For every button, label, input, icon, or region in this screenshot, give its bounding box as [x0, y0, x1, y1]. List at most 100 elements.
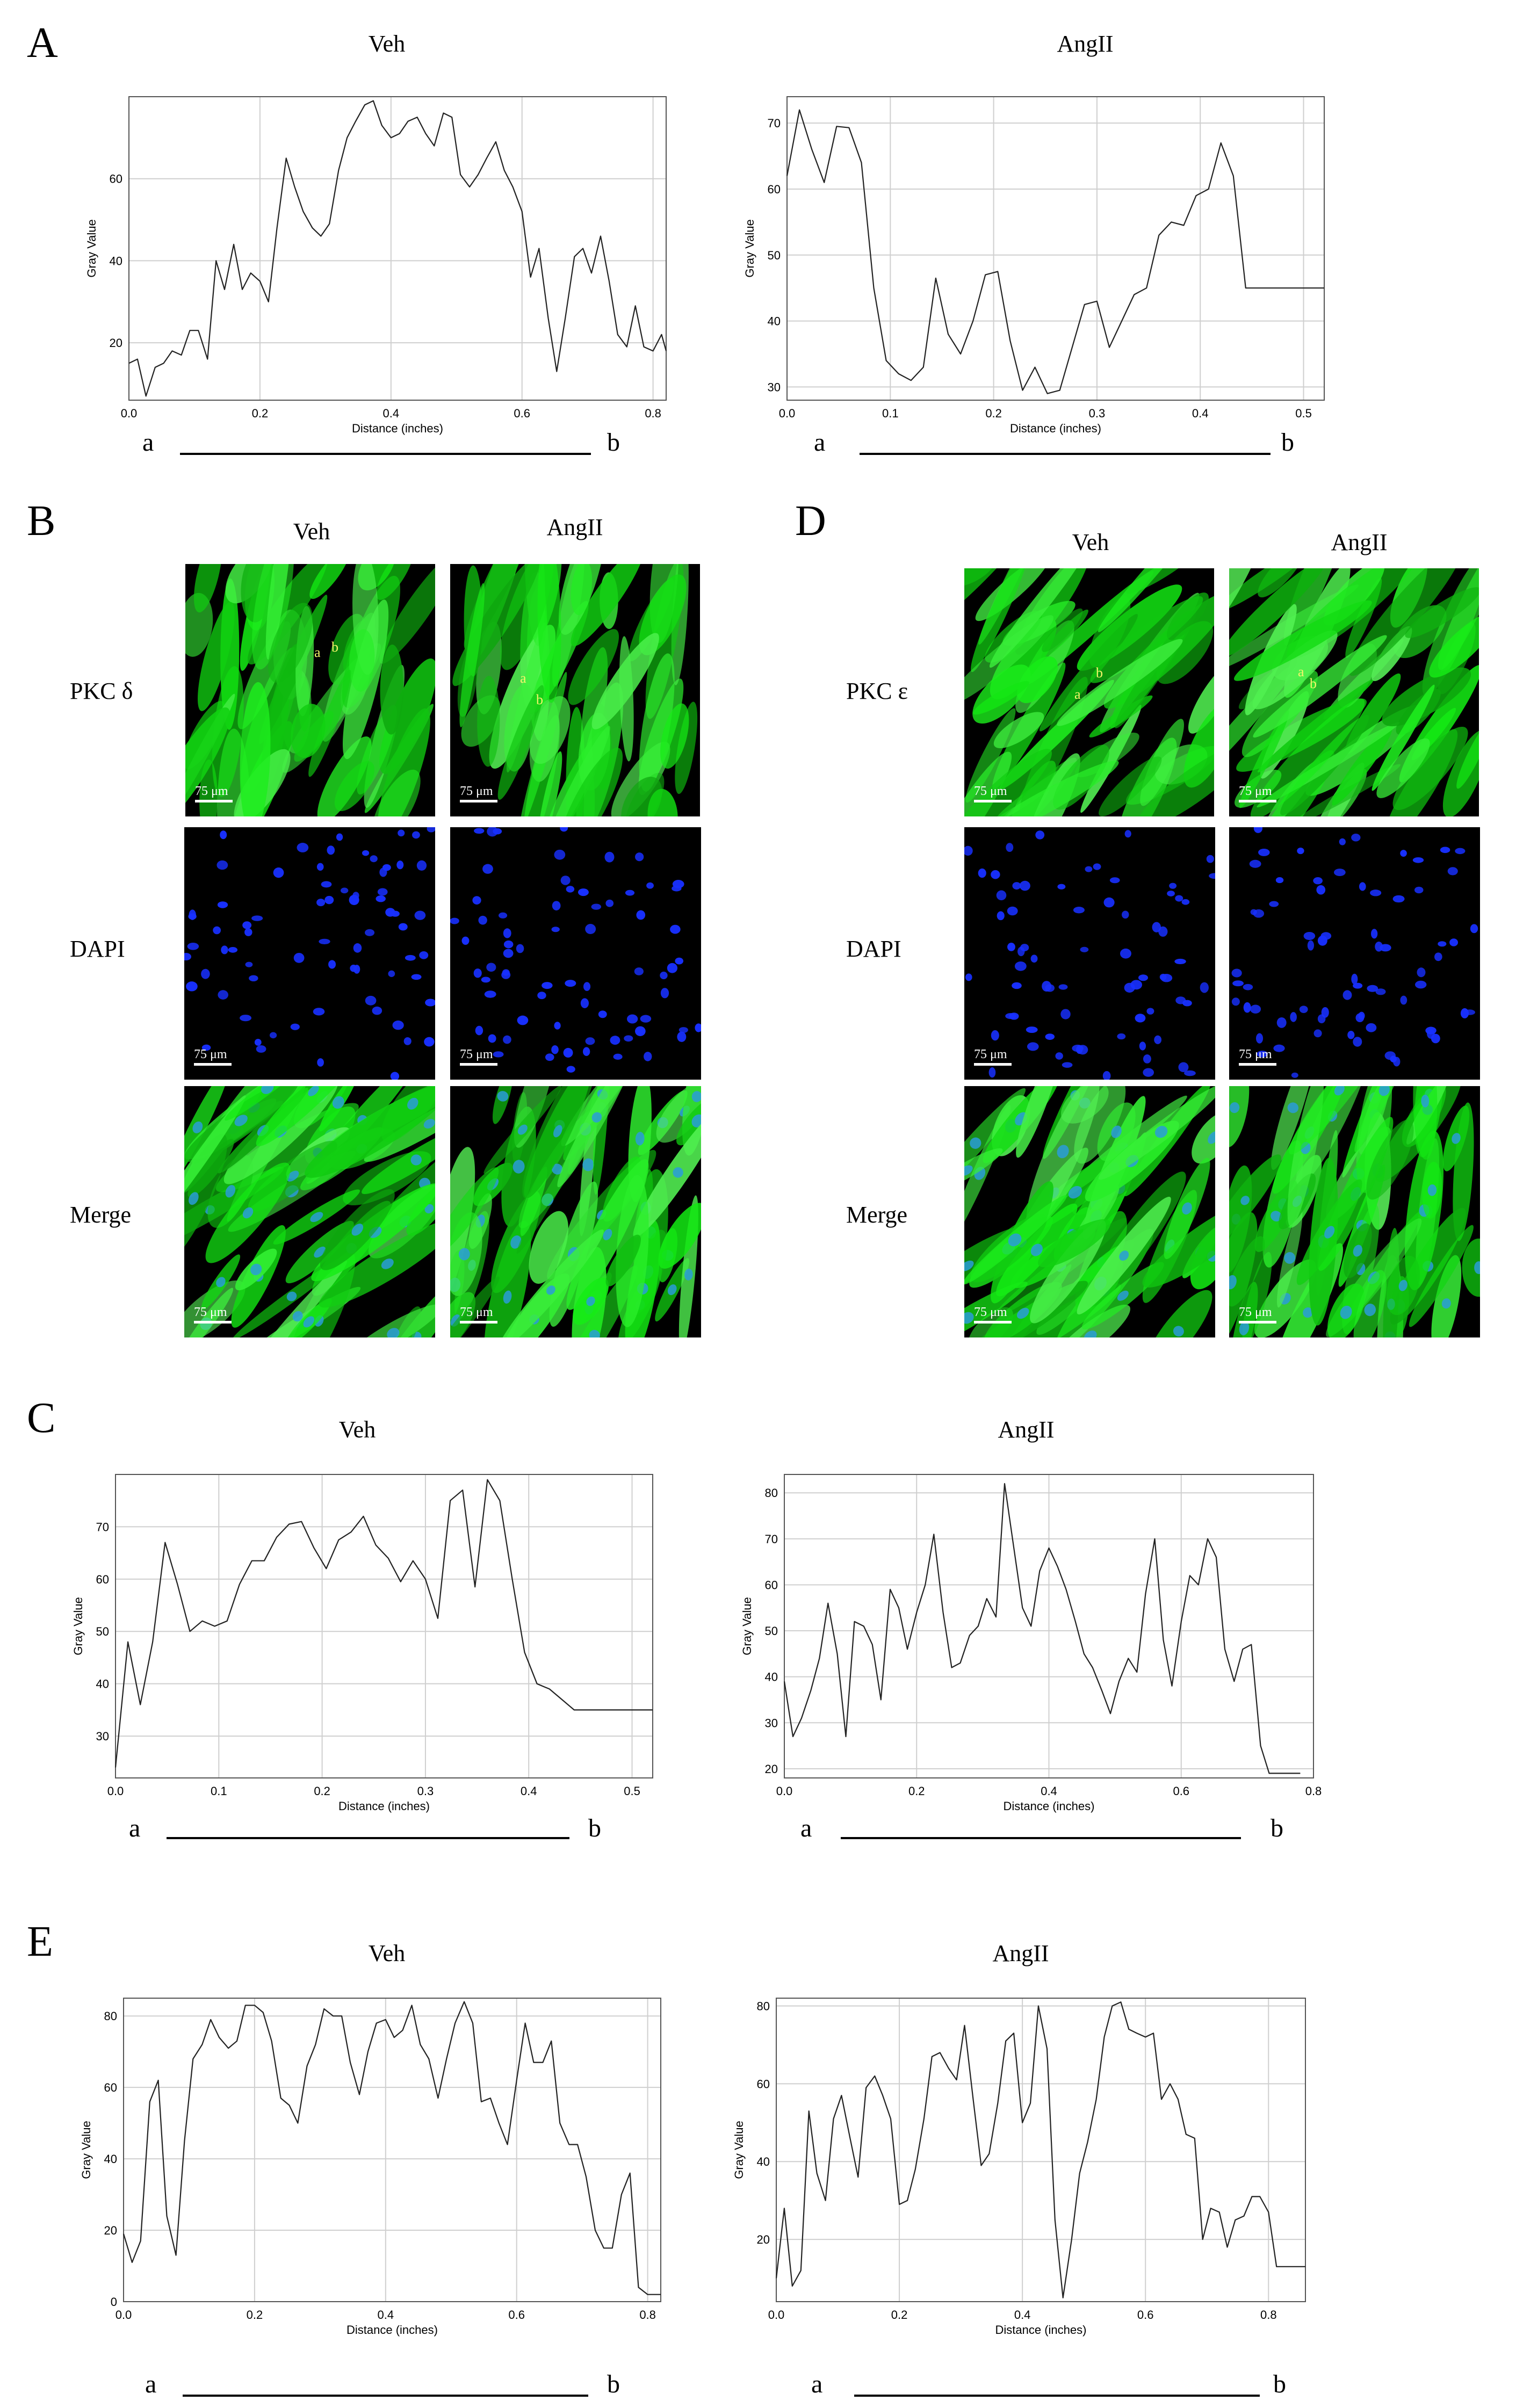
nucleus-shape: [1243, 1002, 1251, 1013]
nucleus-shape: [1452, 1133, 1461, 1144]
nucleus-shape: [1072, 1044, 1084, 1052]
micrograph-texture: [1229, 568, 1479, 816]
nucleus-shape: [250, 1263, 262, 1276]
micrograph-pkc-epsilon-veh: a b 75 μm: [964, 568, 1214, 816]
micrograph-texture: [450, 1086, 701, 1337]
nucleus-shape: [1359, 882, 1366, 891]
cell-shape: [193, 564, 222, 613]
nucleus-shape: [362, 850, 370, 856]
series-line: [128, 100, 667, 397]
line-label-b: b: [1273, 2370, 1286, 2398]
nucleus-shape: [667, 1284, 677, 1296]
y-tick-label: 30: [765, 1716, 778, 1730]
x-tick-label: 0.0: [107, 1784, 124, 1798]
nucleus-shape: [545, 1053, 554, 1061]
nucleus-shape: [340, 887, 349, 894]
nucleus-shape: [1313, 877, 1323, 885]
cell-shape: [545, 726, 610, 816]
series-line: [775, 2001, 1305, 2298]
plot-a-veh: Veh 0.0 0.2 0.4 0.6 0.8 20 40 60 Distance (inche…: [0, 0, 698, 483]
cell-shape: [379, 658, 435, 774]
nucleus-shape: [591, 903, 602, 910]
plot-c-veh: Veh 0.0 0.1 0.2 0.3 0.4 0.5 30 40 50 60 70 Distance…: [0, 1397, 698, 1880]
nucleus-shape: [964, 1312, 974, 1324]
column-header-angii: AngII: [546, 514, 603, 540]
x-axis-label: Distance (inches): [347, 2323, 438, 2337]
nucleus-shape: [626, 1014, 638, 1024]
nucleus-shape: [1007, 906, 1018, 916]
nucleus-shape: [552, 901, 561, 910]
x-tick-label: 0.0: [776, 1784, 793, 1798]
y-tick-label: 30: [96, 1730, 109, 1743]
micrograph-pkc-delta-angii: a b 75 μm: [450, 564, 700, 816]
x-tick-label: 0.1: [211, 1784, 227, 1798]
nucleus-shape: [1169, 883, 1177, 889]
nucleus-shape: [225, 1185, 236, 1198]
cell-shape: [1253, 635, 1387, 738]
y-tick-label: 40: [110, 254, 122, 267]
cell-shape: [621, 777, 662, 816]
column-header-veh: Veh: [1072, 529, 1109, 555]
plot-frame: [123, 1998, 661, 2302]
nucleus-shape: [376, 895, 386, 902]
line-label-a: a: [145, 2370, 157, 2398]
chart-svg: 0.0 0.2 0.4 0.6 0.8 20 40 60 80 Distance (inches)…: [732, 1998, 1306, 2337]
nucleus-shape: [691, 1091, 701, 1102]
nucleus-shape: [1080, 946, 1089, 952]
cell-shape: [530, 696, 571, 764]
nucleus-shape: [218, 990, 228, 1000]
nucleus-shape: [988, 1067, 996, 1078]
nucleus-shape: [1085, 866, 1093, 872]
row-label-merge: Merge: [846, 1202, 908, 1228]
nucleus-shape: [1143, 1068, 1154, 1077]
nucleus-shape: [385, 908, 395, 917]
micrograph-texture: [184, 827, 435, 1080]
nucleus-shape: [1012, 982, 1022, 989]
x-tick-label: 0.0: [768, 2308, 785, 2322]
nucleus-shape: [1026, 1026, 1038, 1033]
nucleus-shape: [1159, 973, 1167, 981]
x-tick-label: 0.8: [645, 407, 661, 420]
x-tick-label: 0.4: [383, 407, 400, 420]
nucleus-shape: [965, 973, 972, 981]
scale-bar: 75 μm: [194, 1047, 232, 1066]
x-tick-label: 0.4: [1192, 407, 1209, 420]
nucleus-shape: [228, 947, 238, 953]
micrograph-texture: [964, 568, 1214, 816]
nucleus-shape: [516, 944, 524, 953]
y-tick-label: 20: [765, 1762, 778, 1776]
nucleus-shape: [458, 1248, 470, 1261]
y-tick-label: 40: [757, 2155, 770, 2168]
plot-a-angii: AngII 0.0 0.1 0.2 0.3 0.4 0.5 30 40 50 60 70 Distan…: [0, 0, 1523, 483]
cell-shape: [1098, 568, 1199, 632]
nucleus-shape: [319, 938, 330, 944]
cell-shape: [1376, 738, 1430, 798]
nucleus-shape: [387, 1328, 400, 1337]
nucleus-shape: [624, 1035, 633, 1042]
nucleus-shape: [1284, 1252, 1296, 1264]
nucleus-shape: [1287, 1102, 1299, 1113]
y-tick-label: 40: [765, 1671, 778, 1684]
nucleus-shape: [964, 1260, 974, 1271]
nucleus-shape: [978, 868, 986, 878]
micrograph-texture: [1229, 827, 1480, 1080]
nucleus-shape: [1400, 850, 1407, 857]
nucleus-shape: [604, 851, 615, 863]
cell-shape: [973, 681, 1029, 715]
nucleus-shape: [1027, 1042, 1039, 1051]
chart-svg: 0.0 0.1 0.2 0.3 0.4 0.5 30 40 50 60 70 Distance (in…: [71, 1474, 653, 1813]
scale-bar: 75 μm: [1239, 1305, 1276, 1324]
nucleus-shape: [365, 995, 377, 1006]
nucleus-shape: [1255, 1033, 1264, 1044]
nucleus-shape: [1440, 847, 1450, 854]
micrograph-background: [964, 827, 1215, 1080]
cell-shape: [1188, 662, 1214, 734]
y-tick-label: 20: [757, 2233, 770, 2246]
nucleus-shape: [554, 1022, 561, 1030]
nucleus-shape: [424, 1204, 434, 1213]
nucleus-shape: [1173, 1326, 1184, 1337]
nucleus-shape: [503, 1290, 512, 1304]
nucleus-shape: [610, 1036, 620, 1045]
nucleus-shape: [1124, 982, 1135, 993]
micrograph-dapi-veh: 75 μm: [964, 827, 1215, 1080]
